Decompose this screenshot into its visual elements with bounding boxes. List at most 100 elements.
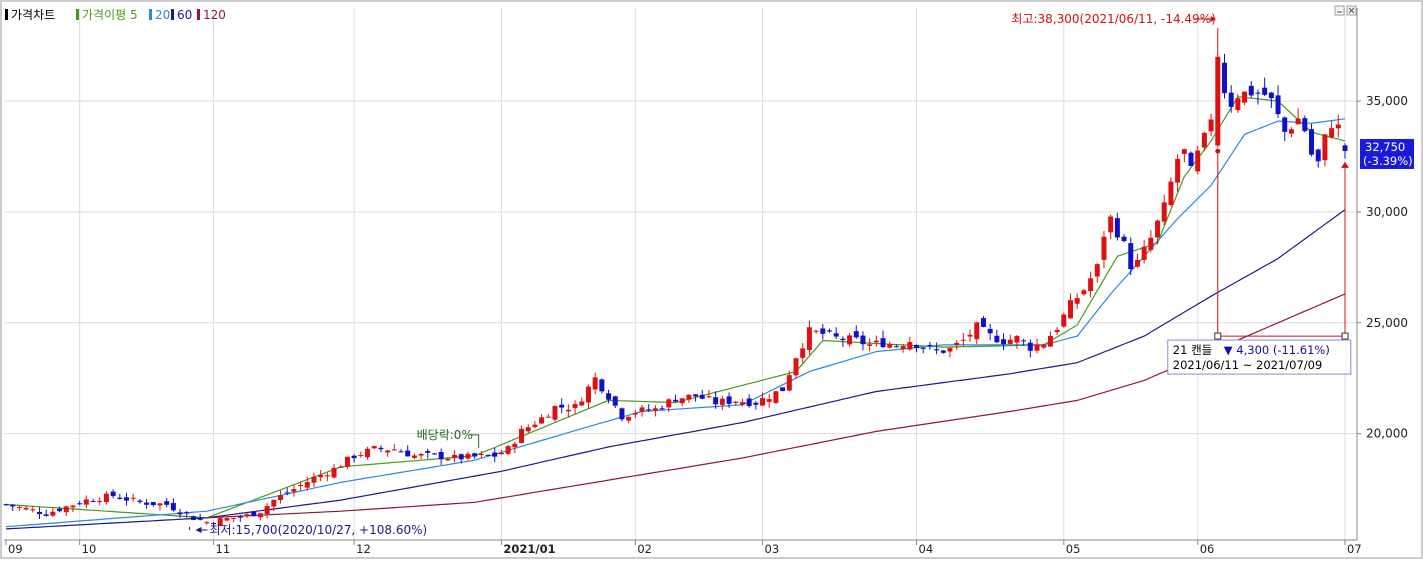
candle — [800, 348, 806, 358]
candle — [458, 454, 464, 460]
candle — [70, 505, 76, 508]
candle — [1128, 243, 1134, 270]
candle — [1021, 340, 1027, 342]
annotations: 최고:38,300(2021/06/11, -14.49%) 최저:15,700(… — [188, 12, 1352, 537]
candle — [1134, 259, 1140, 267]
candle — [1335, 124, 1341, 129]
candle — [934, 349, 940, 351]
x-tick-label: 2021/01 — [503, 542, 555, 556]
candle — [318, 474, 324, 478]
candle — [1242, 91, 1248, 103]
candle — [43, 514, 49, 516]
candle — [1114, 218, 1120, 238]
candle — [231, 517, 237, 519]
legend-swatch-price — [5, 9, 8, 20]
candle — [23, 507, 29, 510]
candle — [465, 453, 471, 459]
legend-swatch-ma5 — [76, 9, 79, 20]
candle — [927, 344, 933, 347]
candle — [1295, 118, 1301, 125]
candle — [1074, 298, 1080, 304]
candle — [264, 506, 270, 514]
candle — [679, 398, 685, 404]
x-tick-label: 07 — [1347, 542, 1362, 556]
candle — [190, 516, 196, 520]
candle — [224, 518, 230, 521]
candle — [478, 454, 484, 456]
candle — [398, 451, 404, 453]
minimize-icon[interactable] — [1334, 5, 1345, 16]
candle — [1195, 150, 1201, 172]
candle — [1088, 278, 1094, 292]
candle — [1101, 236, 1107, 260]
candle — [338, 466, 344, 468]
legend-ma120[interactable]: 120 — [203, 8, 226, 22]
candle — [585, 386, 591, 403]
legend-ma5[interactable]: 가격이평 5 — [82, 8, 138, 22]
candle — [806, 327, 812, 351]
candle — [452, 454, 458, 459]
candle — [1228, 92, 1234, 107]
moving-averages — [5, 96, 1346, 530]
candle — [853, 331, 859, 338]
range-info-dates: 2021/06/11 ~ 2021/07/09 — [1173, 358, 1323, 372]
candle — [164, 501, 170, 505]
legend-ma20[interactable]: 20 — [155, 8, 170, 22]
candle — [324, 475, 330, 477]
candle — [847, 335, 853, 345]
candle — [1221, 62, 1227, 94]
candle — [344, 456, 350, 467]
high-arrow-head — [1210, 15, 1216, 22]
candle — [532, 424, 538, 428]
range-start-dot — [1215, 148, 1221, 154]
candle — [77, 503, 83, 505]
x-tick-label: 04 — [919, 542, 934, 556]
candle — [592, 377, 598, 390]
axes: 20,000 25,000 30,000 35,000 09 10 11 12 2021/01 0… — [4, 8, 1408, 556]
candle — [867, 344, 873, 346]
candle — [117, 497, 123, 499]
candle — [110, 491, 116, 497]
candle — [739, 402, 745, 405]
x-tick-label: 09 — [8, 542, 23, 556]
candle — [1014, 336, 1020, 343]
candle — [1068, 300, 1074, 319]
close-icon[interactable] — [1346, 5, 1357, 16]
candles — [3, 27, 1348, 527]
candle — [10, 504, 16, 507]
candle — [840, 338, 846, 341]
candle — [277, 495, 283, 500]
candle — [873, 340, 879, 343]
candle — [887, 344, 893, 348]
candle — [659, 408, 665, 410]
x-tick-label: 05 — [1066, 542, 1081, 556]
legend: 가격차트 가격이평 5 20 60 120 — [5, 8, 226, 22]
candle — [1315, 149, 1321, 162]
dividend-pointer — [470, 434, 480, 448]
legend-ma60[interactable]: 60 — [177, 8, 192, 22]
candle — [103, 493, 109, 503]
candle — [211, 523, 217, 525]
candle — [1215, 56, 1221, 146]
candle — [438, 451, 444, 460]
range-info-change: ▼ 4,300 (-11.61%) — [1224, 343, 1330, 357]
ma-line-60 — [5, 209, 1346, 530]
candle — [960, 339, 966, 341]
candle — [693, 394, 699, 397]
x-tick-label: 10 — [82, 542, 97, 556]
legend-price-chart[interactable]: 가격차트 — [11, 8, 55, 22]
y-tick-label: 30,000 — [1366, 205, 1408, 219]
dividend-label: 배당락:0% — [417, 428, 473, 442]
candle — [1034, 344, 1040, 351]
y-tick-label: 35,000 — [1366, 94, 1408, 108]
legend-swatch-ma20 — [149, 9, 152, 20]
candle — [1282, 117, 1288, 132]
candle — [686, 394, 692, 400]
candle — [1201, 132, 1207, 148]
range-handle-right — [1341, 332, 1349, 340]
candle — [30, 509, 36, 511]
candle — [753, 402, 759, 405]
y-tick-label: 20,000 — [1366, 427, 1408, 441]
